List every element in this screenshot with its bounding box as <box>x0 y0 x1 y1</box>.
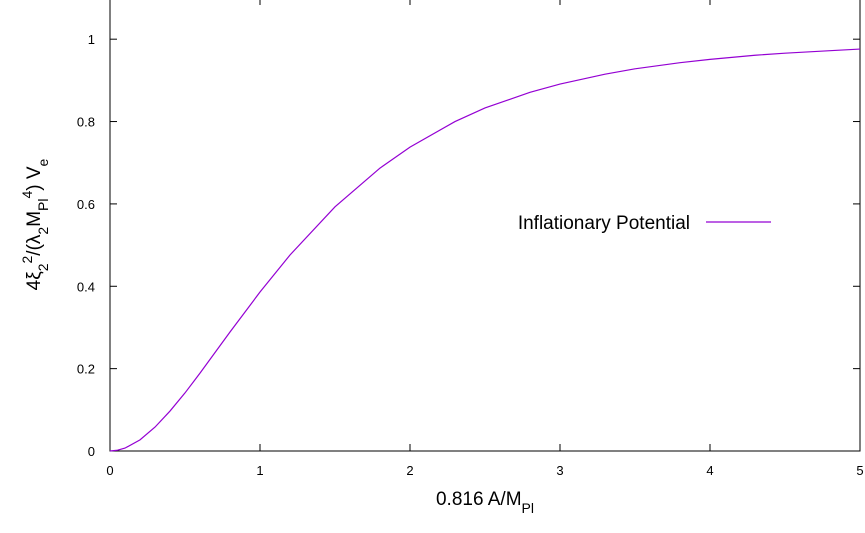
y-axis-label-part: ) V <box>24 166 45 191</box>
y-axis-label: 4ξ22/(λ2MPl4) Ve <box>19 158 51 290</box>
y-axis-label-part: 4ξ <box>24 271 45 291</box>
series-line <box>109 48 861 452</box>
x-tick-label: 2 <box>406 463 413 478</box>
y-tick-label: 0.4 <box>77 279 95 294</box>
y-axis-label-part: 2 <box>19 255 35 263</box>
axes <box>109 0 861 452</box>
x-tick-label: 4 <box>706 463 713 478</box>
y-axis-label-part: M <box>24 211 45 227</box>
y-axis-label-part: e <box>35 158 51 166</box>
series-layer <box>109 48 861 452</box>
x-tick-label: 5 <box>856 463 863 478</box>
y-axis-label-part: Pl <box>35 199 51 211</box>
x-tick-label: 1 <box>256 463 263 478</box>
y-tick-label: 0.6 <box>77 197 95 212</box>
y-axis-label-part: 4 <box>19 191 35 199</box>
y-tick-label: 0 <box>88 444 95 459</box>
y-axis-label-part: 2 <box>35 227 51 235</box>
y-tick-label: 0.8 <box>77 115 95 130</box>
ticks: 0 1 2 3 4 5 0 0.2 0.4 0.6 0.8 1 <box>77 0 864 478</box>
x-tick-label: 0 <box>106 463 113 478</box>
y-axis-label-part: 2 <box>35 263 51 271</box>
legend: Inflationary Potential <box>518 213 771 234</box>
x-axis-label-sub: Pl <box>522 500 534 516</box>
x-axis-label: 0.816 A/MPl <box>436 489 534 516</box>
y-axis-label-part: /(λ <box>24 234 45 256</box>
y-tick-label: 0.2 <box>77 362 95 377</box>
plot-frame <box>109 0 861 452</box>
legend-label: Inflationary Potential <box>518 213 690 234</box>
x-tick-label: 3 <box>556 463 563 478</box>
x-axis-label-main: 0.816 A/M <box>436 489 522 510</box>
y-tick-label: 1 <box>88 32 95 47</box>
